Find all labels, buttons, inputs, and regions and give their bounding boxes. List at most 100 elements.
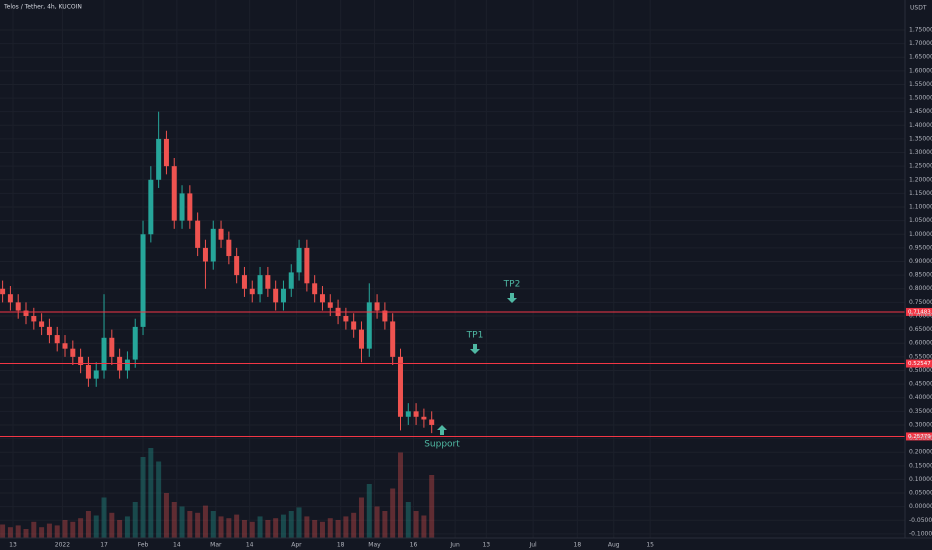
candle-body [85,365,91,379]
volume-bar [249,521,255,538]
candle-body [241,275,247,289]
y-tick-label: 0.25000 [909,435,932,442]
candle-body [296,247,302,273]
y-tick-label: 0.00000 [909,503,932,510]
x-tick-label: 16 [410,542,418,549]
volume-bar [265,520,271,538]
candle-body [132,326,138,360]
y-tick-label: 0.45000 [909,381,932,388]
y-tick-label: 0.95000 [909,244,932,251]
annotation-arrow [437,425,447,435]
annotation-arrow [507,293,517,303]
x-tick-label: 13 [482,542,490,549]
y-tick-label: 1.40000 [909,122,932,129]
volume-bar [343,516,349,538]
y-tick-label: -0.10000 [909,530,932,537]
y-tick-label: 1.55000 [909,81,932,88]
volume-bar [366,484,372,538]
volume-bar [46,523,52,538]
candle-body [429,419,435,425]
candle-body [312,283,318,295]
volume-bar [390,488,396,538]
currency-label: USDT [910,5,927,12]
volume-bar [78,518,84,538]
candle-body [280,288,286,303]
volume-bar [62,520,68,538]
candle-body [23,310,29,316]
volume-bar [195,512,201,538]
level-price-box [906,307,932,316]
candle-body [7,294,13,303]
volume-bar [171,502,177,538]
annotation-label: Support [424,440,460,450]
y-tick-label: 1.35000 [909,135,932,142]
y-tick-label: 1.05000 [909,217,932,224]
candle-body [15,302,21,311]
y-tick-label: 0.65000 [909,326,932,333]
y-tick-label: 1.75000 [909,26,932,33]
candle-body [187,193,193,221]
candle-body [374,302,380,311]
x-tick-label: Aug [608,542,620,549]
candle-body [226,239,232,257]
volume-bar [202,505,208,538]
annotation-label: TP2 [503,280,521,290]
volume-bar [358,497,364,538]
x-tick-label: 17 [100,542,108,549]
volume-bar [187,511,193,538]
candle-body [179,193,185,221]
y-tick-label: 1.70000 [909,40,932,47]
candle-body [351,321,357,330]
volume-bar [218,516,224,538]
candle-body [93,370,99,379]
candle-body [195,220,201,248]
y-tick-label: 1.30000 [909,149,932,156]
volume-bar [413,511,419,538]
y-tick-label: 1.10000 [909,204,932,211]
candle-body [78,356,84,366]
volume-bar [93,515,99,538]
volume-bar [429,475,435,538]
chart-title: Telos / Tether, 4h, KUCOIN [3,4,82,11]
volume-bar [327,518,333,538]
candle-body [390,321,396,357]
y-tick-label: 0.90000 [909,258,932,265]
volume-bar [319,521,325,538]
volume-bar [124,516,130,538]
candle-body [327,302,333,308]
y-tick-label: 0.75000 [909,299,932,306]
candle-body [234,256,240,276]
candle-body [265,275,271,289]
y-tick-label: 0.40000 [909,394,932,401]
x-tick-label: Feb [138,542,149,549]
candle-body [421,416,427,420]
volume-bar [241,520,247,538]
x-tick-label: 14 [173,542,181,549]
volume-bar [296,507,302,538]
y-tick-label: 0.60000 [909,340,932,347]
volume-bar [85,511,91,538]
candle-body [249,288,255,295]
y-tick-label: 0.85000 [909,272,932,279]
candle-body [171,166,177,221]
candle-body [156,138,162,180]
volume-bar [0,524,6,538]
volume-bar [15,525,21,538]
candle-body [304,247,310,284]
y-tick-label: 0.70000 [909,312,932,319]
candle-body [319,294,325,303]
y-tick-label: 0.20000 [909,449,932,456]
volume-bar [109,512,115,538]
x-tick-label: 13 [9,542,17,549]
candle-body [405,411,411,417]
candle-body [70,348,76,357]
volume-bar [405,502,411,538]
candle-body [109,337,115,357]
candle-body [343,315,349,322]
x-tick-label: 18 [574,542,582,549]
candle-body [62,343,68,349]
candle-body [46,326,52,336]
x-tick-label: 2022 [55,542,70,549]
volume-bar [397,452,403,538]
volume-bar [117,520,123,538]
